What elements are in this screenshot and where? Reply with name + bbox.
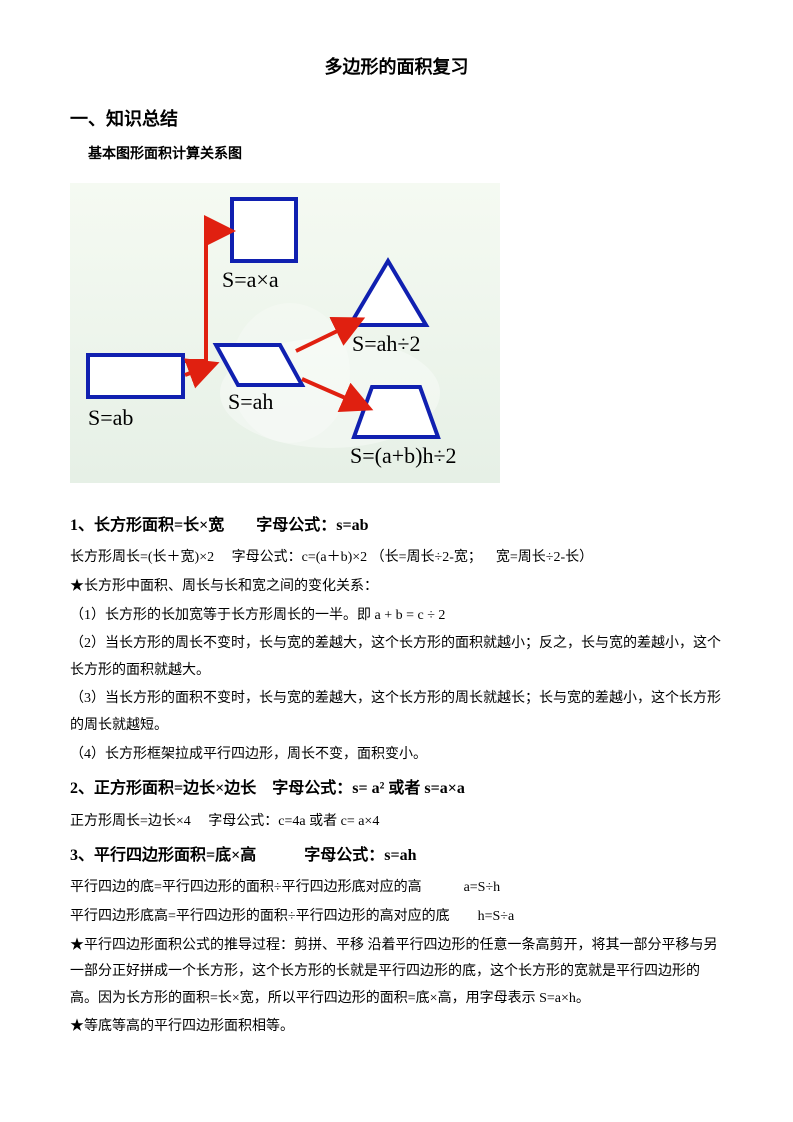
rectangle-label: S=ab [88, 405, 133, 430]
triangle-label: S=ah÷2 [352, 331, 420, 356]
parallelogram-label: S=ah [228, 389, 273, 414]
square-label: S=a×a [222, 267, 279, 292]
text-line: （3）当长方形的面积不变时，长与宽的差越大，这个长方形的周长就越长；长与宽的差越… [70, 686, 723, 739]
text-line: 正方形周长=边长×4 字母公式：c=4a 或者 c= a×4 [70, 809, 723, 836]
formula-diagram: S=ab S=a×a S=ah S=ah÷2 S=(a+b)h÷2 [70, 183, 500, 483]
text-line: （4）长方形框架拉成平行四边形，周长不变，面积变小。 [70, 742, 723, 769]
text-line: 平行四边的底=平行四边形的面积÷平行四边形底对应的高 a=S÷h [70, 875, 723, 902]
diagram-svg: S=ab S=a×a S=ah S=ah÷2 S=(a+b)h÷2 [70, 183, 500, 483]
section-subheading: 基本图形面积计算关系图 [88, 142, 723, 169]
text-line: 平行四边形底高=平行四边形的面积÷平行四边形的高对应的底 h=S÷a [70, 904, 723, 931]
formula2-heading: 2、正方形面积=边长×边长 字母公式：s= a² 或者 s=a×a [70, 774, 723, 804]
text-line: ★长方形中面积、周长与长和宽之间的变化关系： [70, 574, 723, 601]
text-line: （2）当长方形的周长不变时，长与宽的差越大，这个长方形的面积就越小；反之，长与宽… [70, 631, 723, 684]
square-shape [232, 199, 296, 261]
rectangle-shape [88, 355, 183, 397]
formula3-heading: 3、平行四边形面积=底×高 字母公式：s=ah [70, 841, 723, 871]
section-heading: 一、知识总结 [70, 102, 723, 136]
text-line: ★等底等高的平行四边形面积相等。 [70, 1014, 723, 1041]
text-line: 长方形周长=(长＋宽)×2 字母公式：c=(a＋b)×2 （长=周长÷2-宽； … [70, 545, 723, 572]
formula1-heading: 1、长方形面积=长×宽 字母公式：s=ab [70, 511, 723, 541]
text-line: （1）长方形的长加宽等于长方形周长的一半。即 a + b = c ÷ 2 [70, 603, 723, 630]
trapezoid-label: S=(a+b)h÷2 [350, 443, 457, 468]
text-line: ★平行四边形面积公式的推导过程：剪拼、平移 沿着平行四边形的任意一条高剪开，将其… [70, 933, 723, 1013]
page-title: 多边形的面积复习 [70, 50, 723, 84]
